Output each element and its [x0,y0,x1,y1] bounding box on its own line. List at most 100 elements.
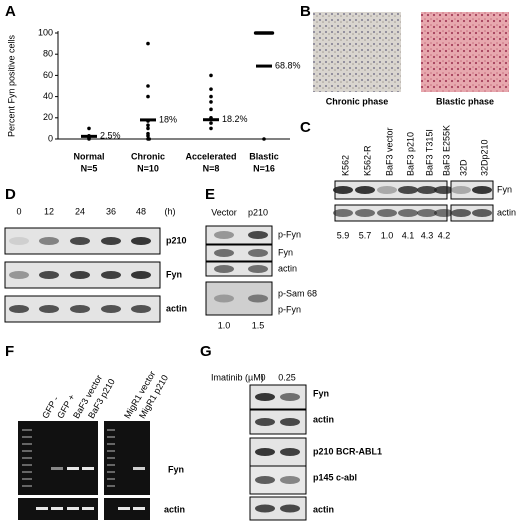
y-tick-label: 60 [43,70,53,80]
band [255,448,275,456]
gel-band [82,467,94,470]
band [9,271,29,279]
mean-label: 68.8% [275,60,301,70]
row-label: Fyn [313,388,329,398]
data-point [146,41,150,46]
gel-band [133,507,145,510]
data-point [209,94,213,99]
mean-label: 18% [159,114,177,124]
band [280,448,300,456]
band [248,265,268,273]
row-label: actin [497,207,516,217]
data-point [209,100,213,104]
data-point [147,137,151,141]
row-label: p-Sam 68 [278,288,317,298]
band [434,186,454,194]
gel-band [118,507,130,510]
y-tick-label: 40 [43,91,53,101]
band [39,305,59,313]
mean-label: 2.5% [100,131,121,141]
data-point [209,126,213,131]
band [131,305,151,313]
band [472,209,492,217]
row-label: actin [278,263,297,273]
panel-label: D [5,186,16,203]
band [9,237,29,245]
data-point [209,87,213,91]
data-point [209,107,213,112]
data-point [209,73,213,78]
band [70,271,90,279]
panel-label: E [205,186,215,203]
x-tick-label: Accelerated [185,151,236,161]
ratio: 5.9 [337,230,350,240]
band [255,504,275,513]
y-tick-label: 20 [43,112,53,122]
lane-label: 32D [458,159,468,176]
gel-band [133,467,145,470]
n-label: N=8 [203,163,220,173]
data-point [146,84,150,88]
blot [205,244,273,262]
time-label: 0 [16,206,21,216]
band [101,271,121,279]
panel-label: C [300,119,311,136]
data-point [146,94,150,99]
ratio: 5.7 [359,230,372,240]
band [39,271,59,279]
band [398,186,418,194]
panel-label: B [300,3,311,20]
lane-label: BaF3 T315I [424,129,434,176]
gel-band [67,467,79,470]
y-tick-label: 0 [48,133,53,143]
x-tick-label: Normal [73,151,104,161]
ratio: 1.5 [252,320,265,330]
band [333,209,353,217]
n-label: N=10 [137,163,159,173]
band [101,237,121,245]
band [101,305,121,313]
panel-label: G [200,343,212,360]
data-point [262,137,266,141]
band [333,186,353,194]
band [377,186,397,194]
mean-label: 18.2% [222,114,248,124]
band [255,418,275,426]
data-point [146,134,150,138]
lane-label: BaF3 vector [384,127,394,176]
band [417,186,437,194]
treatment-label: Imatinib (µM) [211,372,264,382]
ratio: 4.3 [421,230,434,240]
row-label: Fyn [168,464,184,474]
band [9,305,29,313]
data-point [87,126,91,131]
row-label: p-Fyn [278,229,301,239]
data-point [146,126,150,131]
caption: Chronic phase [326,96,389,106]
gel-band [36,507,48,510]
dose-label: 0.25 [278,372,296,382]
chronic-histology [313,12,401,92]
time-label: 48 [136,206,146,216]
band [280,476,300,484]
band [70,237,90,245]
band [451,186,471,194]
band [255,476,275,484]
band [451,209,471,217]
caption: Blastic phase [436,96,494,106]
x-tick-label: Chronic [131,151,165,161]
panel-label: A [5,3,16,20]
band [248,249,268,257]
blastic-histology [421,12,509,92]
time-label: 36 [106,206,116,216]
band [280,418,300,426]
band [131,271,151,279]
lane-label: K562 [340,155,350,176]
row-label: actin [164,504,185,514]
unit-label: (h) [165,206,176,216]
band [70,305,90,313]
row-label: actin [166,303,187,313]
band [472,186,492,194]
lane-label: p210 [248,207,268,217]
